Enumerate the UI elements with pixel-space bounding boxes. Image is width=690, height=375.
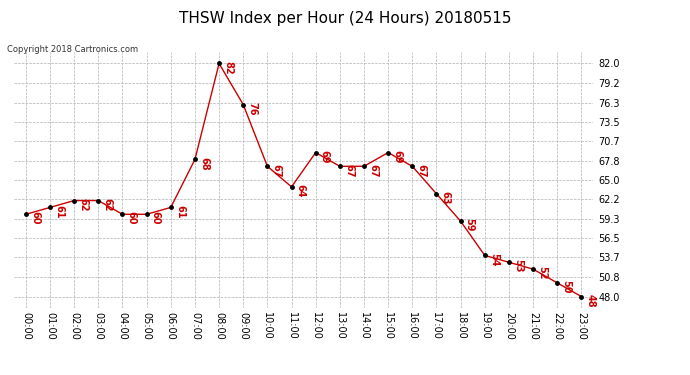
Text: 67: 67 <box>417 164 426 177</box>
Text: 62: 62 <box>103 198 112 211</box>
Text: Copyright 2018 Cartronics.com: Copyright 2018 Cartronics.com <box>7 45 138 54</box>
Text: 62: 62 <box>79 198 88 211</box>
Text: THSW  (°F): THSW (°F) <box>529 42 589 52</box>
Text: 52: 52 <box>538 266 547 280</box>
Text: 64: 64 <box>296 184 306 198</box>
Text: 68: 68 <box>199 157 209 170</box>
Text: 67: 67 <box>368 164 378 177</box>
Text: 50: 50 <box>562 280 571 294</box>
Text: 60: 60 <box>127 211 137 225</box>
Text: 69: 69 <box>393 150 402 163</box>
Text: 82: 82 <box>224 61 233 74</box>
Text: 60: 60 <box>30 211 40 225</box>
Text: 67: 67 <box>344 164 354 177</box>
Text: 76: 76 <box>248 102 257 116</box>
Text: 67: 67 <box>272 164 282 177</box>
Text: 69: 69 <box>320 150 330 163</box>
Text: 59: 59 <box>465 218 475 232</box>
Text: 61: 61 <box>55 205 64 218</box>
Text: 63: 63 <box>441 191 451 204</box>
Text: 53: 53 <box>513 260 523 273</box>
Text: 54: 54 <box>489 253 499 266</box>
Text: 48: 48 <box>586 294 595 308</box>
Text: THSW Index per Hour (24 Hours) 20180515: THSW Index per Hour (24 Hours) 20180515 <box>179 11 511 26</box>
Text: 61: 61 <box>175 205 185 218</box>
Text: 60: 60 <box>151 211 161 225</box>
